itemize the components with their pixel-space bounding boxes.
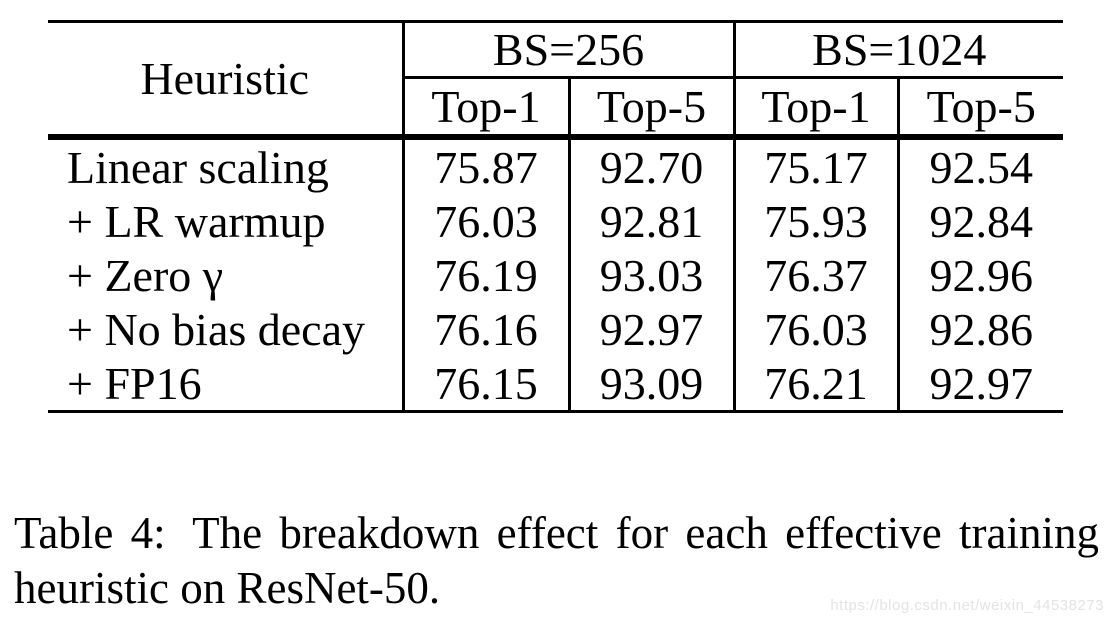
table-row: + No bias decay 76.16 92.97 76.03 92.86 bbox=[48, 302, 1063, 356]
watermark: https://blog.csdn.net/weixin_44538273 bbox=[830, 597, 1104, 614]
cell-bs256-top1: 76.03 bbox=[403, 194, 571, 248]
cell-bs256-top1: 76.15 bbox=[403, 356, 571, 412]
cell-bs1024-top5: 92.96 bbox=[929, 249, 1034, 301]
col-header-bs1024-top1: Top-1 bbox=[734, 77, 900, 140]
cell-bs256-top1: 75.87 bbox=[403, 137, 571, 194]
cell-bs1024-top1: 75.93 bbox=[734, 194, 900, 248]
cell-bs1024-top1: 76.03 bbox=[734, 302, 900, 356]
cell-bs1024-top5: 92.54 bbox=[929, 141, 1034, 193]
col-group-bs1024: BS=1024 bbox=[734, 21, 1063, 79]
cell-bs256-top5: 93.09 bbox=[569, 356, 736, 412]
cell-bs1024-top5: 92.97 bbox=[929, 357, 1034, 409]
col-header-bs1024-top5: Top-5 bbox=[898, 77, 1063, 140]
cell-bs256-top5: 93.03 bbox=[569, 248, 736, 302]
results-table: Heuristic BS=256 BS=1024 Top-1 Top-5 Top… bbox=[48, 20, 1063, 413]
cell-bs256-top1: 76.19 bbox=[403, 248, 571, 302]
cell-heuristic: + FP16 bbox=[48, 356, 405, 412]
cell-bs256-top5: 92.81 bbox=[569, 194, 736, 248]
caption-text: The breakdown effect for each effective … bbox=[14, 508, 1099, 613]
cell-heuristic: + No bias decay bbox=[48, 302, 405, 356]
cell-bs256-top5: 92.97 bbox=[569, 302, 736, 356]
cell-heuristic: + LR warmup bbox=[48, 194, 405, 248]
col-header-bs256-top1: Top-1 bbox=[403, 77, 571, 140]
cell-bs256-top5: 92.70 bbox=[569, 137, 736, 194]
table-row: + FP16 76.15 93.09 76.21 92.97 bbox=[48, 356, 1063, 412]
cell-bs1024-top1: 76.21 bbox=[734, 356, 900, 412]
cell-bs1024-top5: 92.86 bbox=[929, 303, 1034, 355]
col-header-bs256-top5: Top-5 bbox=[569, 77, 736, 140]
table-row: + Zero γ 76.19 93.03 76.37 92.96 bbox=[48, 248, 1063, 302]
table-row: + LR warmup 76.03 92.81 75.93 92.84 bbox=[48, 194, 1063, 248]
caption-label: Table 4: bbox=[14, 508, 166, 558]
table-caption: Table 4: The breakdown effect for each e… bbox=[14, 506, 1099, 616]
col-group-bs256: BS=256 bbox=[403, 21, 736, 79]
cell-bs1024-top5: 92.84 bbox=[929, 195, 1034, 247]
cell-heuristic: Linear scaling bbox=[48, 137, 405, 194]
cell-bs1024-top1: 75.17 bbox=[734, 137, 900, 194]
table-header-group-row: Heuristic BS=256 BS=1024 bbox=[48, 21, 1063, 140]
cell-heuristic: + Zero γ bbox=[48, 248, 405, 302]
cell-bs256-top1: 76.16 bbox=[403, 302, 571, 356]
table-header-sub-row: Top-1 Top-5 Top-1 Top-5 bbox=[48, 77, 1063, 140]
table-row: Linear scaling 75.87 92.70 75.17 92.54 bbox=[48, 137, 1063, 194]
cell-bs1024-top1: 76.37 bbox=[734, 248, 900, 302]
col-header-heuristic: Heuristic bbox=[48, 21, 405, 140]
